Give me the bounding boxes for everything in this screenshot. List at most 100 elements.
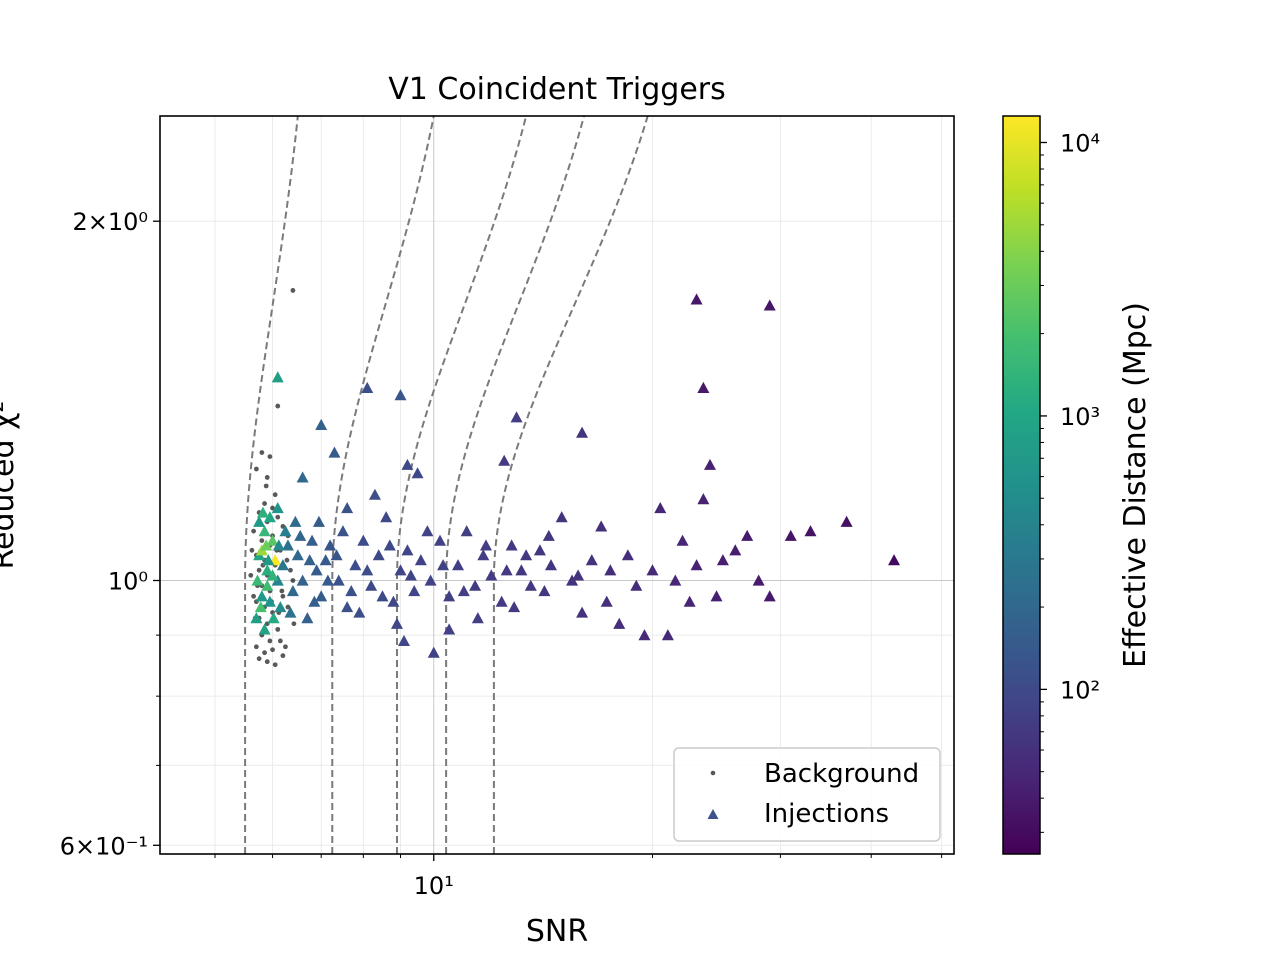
threshold-curve xyxy=(445,116,585,854)
injection-point xyxy=(271,502,284,514)
threshold-curve xyxy=(331,116,435,854)
injection-point xyxy=(376,590,389,602)
injection-point xyxy=(763,299,776,311)
injection-point xyxy=(621,549,634,561)
injection-point xyxy=(457,584,470,597)
injection-point xyxy=(390,617,403,629)
injection-point xyxy=(710,590,723,602)
injection-point xyxy=(281,539,294,551)
colorbar-label: Effective Distance (Mpc) xyxy=(1118,302,1153,668)
injection-point xyxy=(263,511,276,523)
background-point xyxy=(275,403,281,409)
background-point xyxy=(270,505,275,511)
injection-point xyxy=(286,584,299,597)
injection-point xyxy=(274,601,287,613)
background-point xyxy=(264,475,270,480)
background-point xyxy=(280,653,286,659)
colorbar-tick-label: 10³ xyxy=(1060,403,1100,431)
injection-point xyxy=(443,623,456,635)
background-point xyxy=(259,450,265,455)
injection-point xyxy=(357,534,370,546)
injection-point xyxy=(254,601,267,613)
injection-point xyxy=(638,629,651,641)
injection-point xyxy=(888,554,901,566)
injection-point xyxy=(296,574,309,586)
injection-point xyxy=(690,293,703,305)
injection-point xyxy=(296,471,309,483)
injection-point xyxy=(294,529,307,541)
injection-point xyxy=(261,564,274,576)
axis-ticks: 10¹ 6×10⁻¹ 10⁰ 2×10⁰ xyxy=(60,208,943,900)
injection-point xyxy=(477,549,490,561)
background-point xyxy=(251,593,256,599)
injection-point xyxy=(266,534,279,546)
colorbar-ticks: 10² 10³ 10⁴ xyxy=(1040,129,1100,833)
colorbar-tick-label: 10² xyxy=(1060,676,1100,704)
injection-point xyxy=(263,595,276,607)
injection-point xyxy=(315,590,328,602)
background-point xyxy=(280,593,286,599)
injection-point xyxy=(262,554,275,566)
injection-point xyxy=(365,579,378,591)
injection-point xyxy=(256,506,269,518)
injection-point xyxy=(804,525,817,537)
colorbar: 10² 10³ 10⁴ Effective Distance (Mpc) xyxy=(1002,115,1153,855)
background-point xyxy=(251,528,256,534)
injection-point xyxy=(312,515,325,527)
injection-point xyxy=(251,574,264,586)
plot-frame xyxy=(159,115,955,855)
threshold-curve xyxy=(244,116,299,854)
background-point xyxy=(263,483,269,489)
injection-point xyxy=(613,617,626,629)
injection-point xyxy=(397,634,410,647)
injection-point xyxy=(414,554,427,566)
injection-point xyxy=(421,525,434,537)
background-point xyxy=(284,557,290,563)
injection-point xyxy=(349,559,362,571)
injection-point xyxy=(604,564,617,576)
injection-point xyxy=(784,529,797,541)
injection-point xyxy=(424,574,437,586)
injection-point xyxy=(595,520,608,532)
injection-point xyxy=(646,564,659,576)
injection-point xyxy=(515,564,528,576)
injection-point xyxy=(324,539,337,551)
threshold-curve xyxy=(395,116,528,854)
injection-point xyxy=(524,579,537,591)
colorbar-tick-label: 10⁴ xyxy=(1060,129,1100,157)
background-point xyxy=(262,650,267,656)
injection-point xyxy=(533,544,546,556)
injection-point xyxy=(372,549,385,561)
background-point xyxy=(267,638,273,644)
injection-point xyxy=(683,595,696,607)
injection-point xyxy=(576,606,589,618)
injection-point xyxy=(555,511,568,523)
injection-point xyxy=(669,574,682,586)
background-point xyxy=(277,638,283,644)
injection-point xyxy=(566,574,579,586)
background-point xyxy=(285,604,291,610)
background-point xyxy=(267,454,273,459)
background-point xyxy=(290,288,296,293)
injection-point xyxy=(572,569,585,581)
injection-point xyxy=(498,454,511,466)
injection-point xyxy=(542,529,555,541)
background-point xyxy=(291,621,297,627)
background-point xyxy=(248,572,254,578)
y-tick-label: 6×10⁻¹ xyxy=(60,832,148,860)
y-axis-label: Reduced χ² xyxy=(0,401,21,570)
injection-point xyxy=(443,590,456,602)
background-point xyxy=(264,659,270,665)
injection-point xyxy=(260,539,273,551)
injection-point xyxy=(704,458,717,470)
injection-point xyxy=(271,371,284,383)
injection-point xyxy=(401,458,414,470)
injection-point xyxy=(387,595,400,607)
threshold-curve xyxy=(492,116,649,854)
x-axis-label: SNR xyxy=(526,914,588,949)
legend-injections-marker xyxy=(707,809,719,819)
injection-point xyxy=(697,493,710,505)
injection-points xyxy=(250,293,901,658)
injection-point xyxy=(752,574,765,586)
